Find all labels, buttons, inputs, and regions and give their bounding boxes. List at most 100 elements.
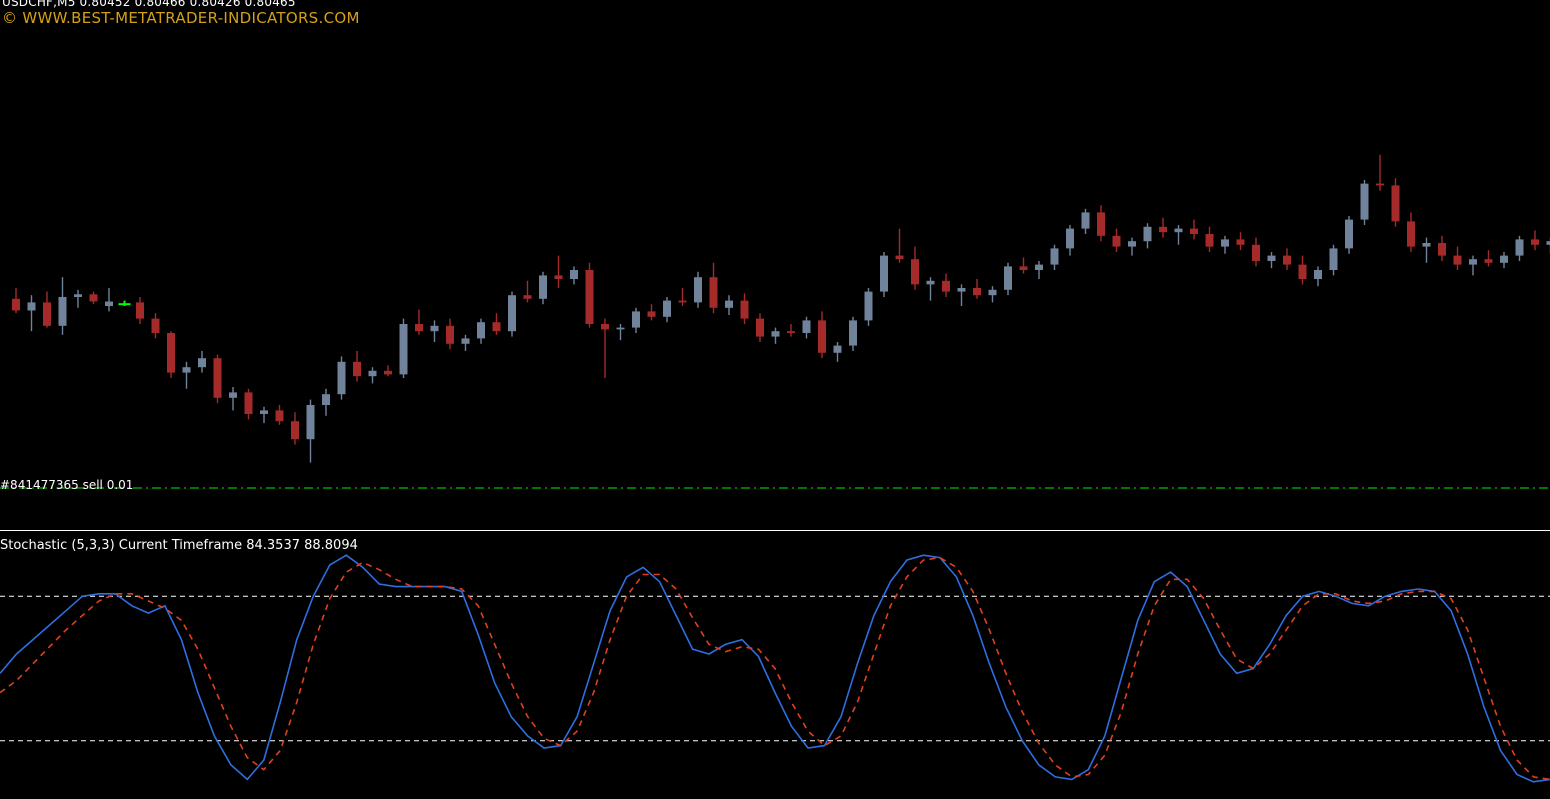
candlestick (337, 356, 346, 400)
candlestick (275, 405, 284, 425)
candlestick (818, 311, 826, 359)
candlestick (1205, 226, 1214, 252)
candlestick (58, 277, 67, 335)
candlestick (1283, 248, 1291, 270)
candlestick (89, 291, 98, 305)
candlestick (1221, 235, 1229, 254)
candlestick (1236, 232, 1245, 251)
candlestick (477, 318, 485, 344)
candlestick (694, 271, 702, 308)
candlestick (756, 313, 764, 342)
candlestick (880, 252, 888, 297)
candlestick (570, 266, 578, 285)
candlestick (1081, 208, 1090, 234)
candlestick (118, 300, 131, 306)
candlestick (1422, 237, 1431, 263)
candlestick (523, 280, 532, 303)
candlestick (740, 293, 749, 324)
candlestick (151, 313, 160, 339)
candlestick (446, 318, 454, 350)
candlestick (508, 291, 516, 337)
stochastic-line-d (0, 556, 1550, 781)
candlestick (1453, 246, 1462, 270)
candlestick (616, 324, 625, 341)
candlestick (1407, 212, 1415, 252)
candlestick (1531, 230, 1539, 251)
candlestick (895, 228, 904, 263)
stochastic-indicator-pane[interactable] (0, 532, 1550, 799)
candlestick (678, 288, 687, 306)
candlestick (1267, 252, 1276, 269)
candlestick (973, 279, 981, 299)
candlestick (1112, 228, 1121, 252)
open-order-label: #841477365 sell 0.01 (0, 478, 134, 492)
candlestick (601, 318, 609, 378)
stochastic-line-k (0, 554, 1550, 783)
candlestick (957, 284, 966, 306)
candlestick (198, 351, 206, 373)
candlestick (1174, 225, 1183, 245)
symbol-header: USDCHF,M5 0.80452 0.80466 0.80426 0.8046… (2, 0, 296, 9)
pane-separator (0, 530, 1550, 531)
candlestick (1345, 216, 1353, 254)
candlestick (105, 288, 113, 312)
candlestick (1143, 223, 1152, 249)
candlestick (353, 351, 361, 382)
candlestick (74, 289, 82, 308)
candlestick (585, 262, 594, 328)
candlestick (1035, 261, 1043, 279)
candlestick (1314, 266, 1322, 287)
candlestick (554, 255, 563, 288)
candlestick (1515, 235, 1524, 261)
candlestick (1004, 262, 1012, 296)
candlestick (849, 316, 857, 351)
stochastic-canvas[interactable] (0, 532, 1550, 799)
candlestick (244, 388, 253, 420)
candlestick (632, 307, 640, 333)
candlestick (1329, 244, 1338, 276)
candlestick (1500, 252, 1508, 269)
candlestick (926, 277, 935, 301)
candlestick (260, 406, 268, 423)
candlestick (1360, 180, 1369, 225)
candlestick (229, 387, 237, 411)
candlestick (802, 316, 811, 339)
candlestick (1019, 257, 1028, 274)
candlestick (942, 273, 950, 297)
candlestick (663, 297, 671, 323)
candlestick (399, 318, 408, 378)
candlestick (787, 324, 795, 337)
candlestick (988, 286, 997, 303)
candlestick (1376, 154, 1384, 191)
price-chart-pane[interactable]: USDCHF,M5 0.80452 0.80466 0.80426 0.8046… (0, 0, 1550, 531)
candlestick (368, 367, 377, 384)
candlestick (43, 291, 51, 328)
candlestick (647, 304, 656, 321)
candlestick (1097, 205, 1105, 242)
candlestick (911, 246, 919, 290)
candlestick (1469, 255, 1477, 276)
candlestick (1391, 178, 1400, 227)
candlestick (539, 271, 547, 305)
candlestick (167, 331, 175, 378)
candlestick (864, 288, 873, 326)
price-candlestick-canvas[interactable] (0, 0, 1550, 531)
candlestick (27, 295, 36, 332)
candlestick (1546, 237, 1550, 254)
candlestick (136, 297, 144, 324)
candlestick (833, 342, 842, 362)
candlestick (322, 388, 330, 416)
candlestick (12, 288, 20, 314)
candlestick (725, 295, 733, 315)
candlestick (415, 309, 423, 335)
candlestick (709, 262, 718, 314)
candlestick (1128, 237, 1136, 256)
candlestick (430, 320, 439, 342)
candlestick (1484, 250, 1493, 267)
candlestick (1190, 219, 1198, 240)
candlestick (1050, 244, 1059, 270)
candlestick (1298, 255, 1307, 285)
candlestick (384, 365, 392, 377)
candlestick (461, 334, 470, 351)
